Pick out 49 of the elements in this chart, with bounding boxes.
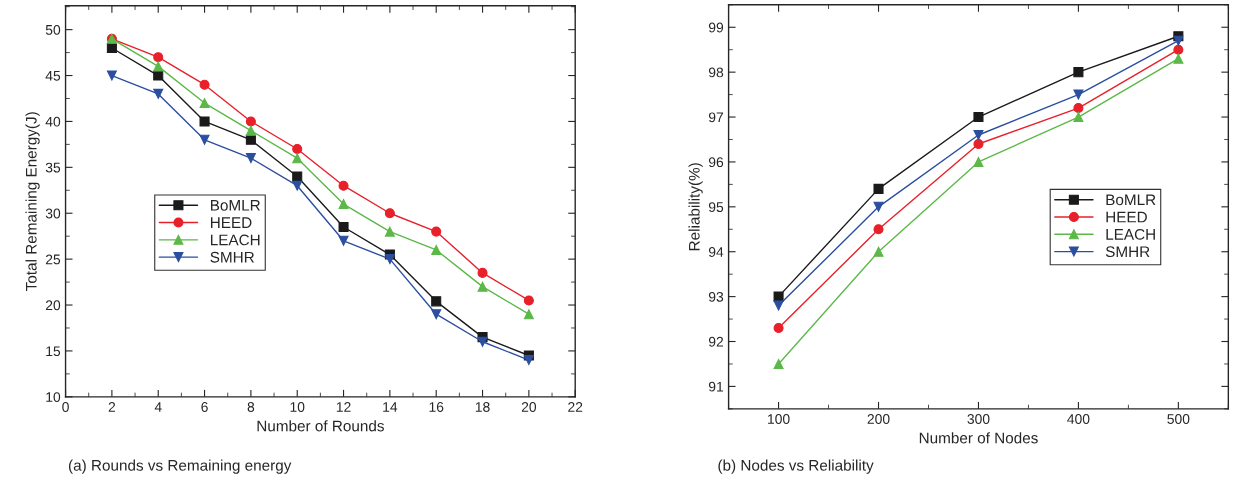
x-tick-label: 14 (383, 402, 398, 412)
text: (a) Rounds vs Remaining energy (68, 459, 292, 474)
x-tick-label: 0 (62, 402, 69, 412)
legend-label: LEACH (211, 234, 260, 246)
x-tick-label: 400 (1067, 414, 1090, 424)
y-tick-label: 92 (708, 336, 724, 347)
y-tick-label: 95 (708, 202, 724, 212)
legend-label: LEACH (1106, 228, 1155, 240)
legend-label: SMHR (210, 251, 255, 263)
x-tick-label: 18 (475, 402, 490, 412)
legend-label: HEED (1106, 211, 1147, 223)
x-tick-label: 22 (568, 402, 583, 412)
x-tick-label: 200 (867, 414, 890, 424)
x-tick-label: 4 (154, 402, 162, 412)
y-tick-label: 45 (45, 71, 61, 81)
x-tick-label: 8 (247, 402, 255, 412)
y-tick-label: 98 (708, 67, 724, 78)
y-tick-label: 99 (708, 22, 724, 33)
x-tick-label: 10 (290, 402, 305, 412)
legend-label: SMHR (1105, 246, 1150, 258)
y-tick-label: 93 (708, 291, 724, 302)
legend-label: BoMLR (1106, 194, 1156, 206)
x-tick-label: 500 (1167, 414, 1190, 424)
x-axis-title: Number of Rounds (257, 420, 384, 432)
x-tick-label: 20 (521, 402, 537, 412)
x-tick-label: 16 (429, 402, 444, 412)
x-tick-label: 2 (108, 402, 116, 412)
y-tick-label: 15 (46, 346, 61, 357)
legend-label: HEED (211, 217, 252, 228)
x-tick-label: 12 (336, 402, 351, 412)
x-tick-label: 300 (967, 414, 990, 424)
y-tick-label: 30 (45, 208, 61, 219)
y-tick-label: 25 (45, 254, 61, 265)
x-tick-label: 6 (201, 402, 208, 412)
y-tick-label: 35 (45, 162, 61, 173)
y-tick-label: 20 (45, 300, 61, 311)
y-axis-title: Total Remaining Energy(J) (25, 112, 40, 291)
y-tick-label: 97 (708, 112, 724, 123)
y-tick-label: 94 (708, 247, 724, 257)
y-tick-label: 40 (45, 116, 61, 127)
x-axis-title: Number of Nodes (919, 432, 1038, 444)
y-tick-label: 91 (708, 381, 724, 392)
legend-label: BoMLR (211, 200, 260, 211)
y-tick-label: 50 (45, 24, 61, 35)
y-axis-title: Reliability(%) (688, 163, 703, 251)
x-tick-label: 100 (768, 414, 790, 424)
y-tick-label: 96 (708, 157, 724, 168)
text: (b) Nodes vs Reliability (718, 459, 874, 474)
y-tick-label: 10 (46, 392, 61, 402)
